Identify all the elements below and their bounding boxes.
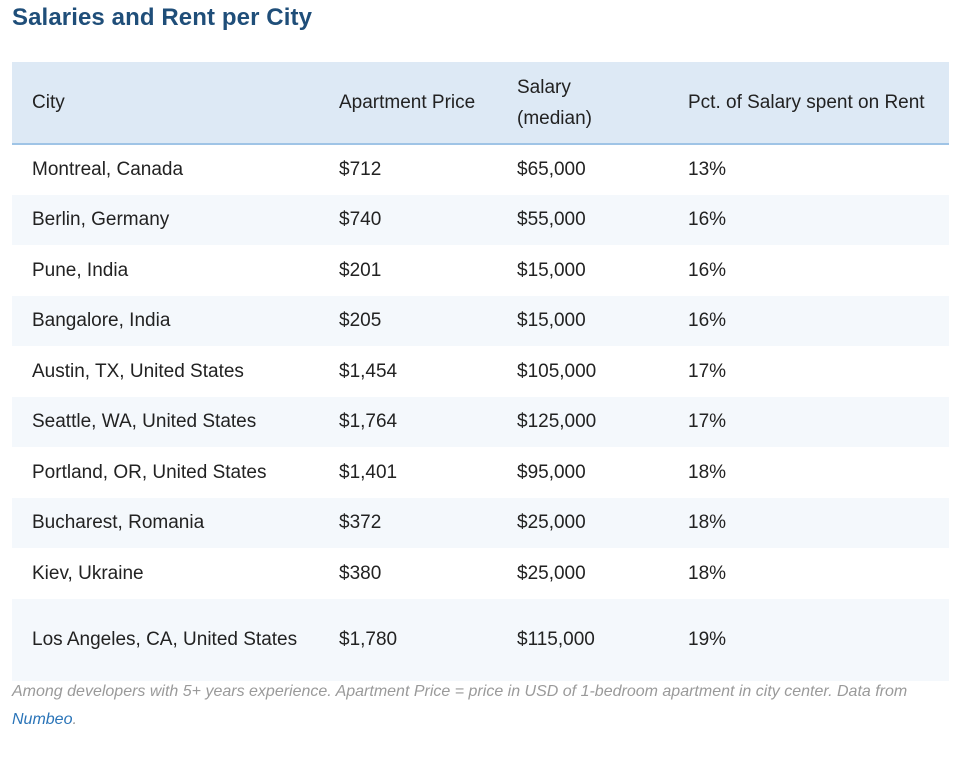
cell-price: $1,454 xyxy=(339,360,398,382)
cell-pct: 16% xyxy=(688,209,727,231)
cell-price: $201 xyxy=(339,259,382,281)
table-row: Berlin, Germany $740 $55,000 16% xyxy=(12,194,949,245)
table-header-row: City Apartment Price Salary (median) Pct… xyxy=(12,62,949,144)
table-row: Kiev, Ukraine $380 $25,000 18% xyxy=(12,548,949,599)
cell-price: $1,764 xyxy=(339,411,398,433)
cell-salary: $65,000 xyxy=(517,159,586,181)
cell-price: $1,780 xyxy=(339,629,398,650)
numbeo-link[interactable]: Numbeo xyxy=(12,711,73,728)
table-row: Portland, OR, United States $1,401 $95,0… xyxy=(12,447,949,498)
page-title: Salaries and Rent per City xyxy=(12,4,313,31)
cell-pct: 13% xyxy=(688,159,727,181)
cell-pct: 18% xyxy=(688,512,727,534)
cell-price: $740 xyxy=(339,209,382,231)
footnote-text: Among developers with 5+ years experienc… xyxy=(12,683,908,700)
cell-city: Los Angeles, CA, United States xyxy=(32,629,298,650)
cell-pct: 19% xyxy=(688,629,727,650)
cell-price: $372 xyxy=(339,512,382,534)
cell-city: Bucharest, Romania xyxy=(32,512,205,534)
cell-salary: $15,000 xyxy=(517,259,586,281)
table-row: Bangalore, India $205 $15,000 16% xyxy=(12,295,949,346)
table-body: Montreal, Canada $712 $65,000 13% Berlin… xyxy=(12,144,949,681)
table-row: Los Angeles, CA, United States $1,780 $1… xyxy=(12,598,949,681)
table-row: Austin, TX, United States $1,454 $105,00… xyxy=(12,346,949,397)
cell-pct: 16% xyxy=(688,310,727,332)
cell-city: Portland, OR, United States xyxy=(32,461,267,483)
cell-pct: 17% xyxy=(688,411,727,433)
cell-salary: $95,000 xyxy=(517,461,586,483)
cell-salary: $105,000 xyxy=(517,360,597,382)
cell-price: $1,401 xyxy=(339,461,398,483)
salary-rent-table-container: City Apartment Price Salary (median) Pct… xyxy=(12,62,949,681)
header-pct-salary: Pct. of Salary spent on Rent xyxy=(688,92,925,113)
cell-salary: $55,000 xyxy=(517,209,586,231)
cell-city: Kiev, Ukraine xyxy=(32,562,144,584)
header-apartment-price: Apartment Price xyxy=(339,92,476,113)
cell-city: Berlin, Germany xyxy=(32,209,170,231)
footnote-end: . xyxy=(72,711,77,728)
cell-price: $205 xyxy=(339,310,382,332)
cell-pct: 18% xyxy=(688,562,727,584)
cell-salary: $25,000 xyxy=(517,562,586,584)
salary-rent-table: City Apartment Price Salary (median) Pct… xyxy=(12,62,949,681)
table-row: Montreal, Canada $712 $65,000 13% xyxy=(12,144,949,195)
cell-salary: $125,000 xyxy=(517,411,597,433)
cell-city: Seattle, WA, United States xyxy=(32,411,257,433)
cell-salary: $15,000 xyxy=(517,310,586,332)
cell-price: $712 xyxy=(339,159,382,181)
table-header: City Apartment Price Salary (median) Pct… xyxy=(12,62,949,144)
cell-price: $380 xyxy=(339,562,382,584)
header-salary: Salary (median) xyxy=(517,76,592,129)
table-footnote: Among developers with 5+ years experienc… xyxy=(12,678,952,734)
cell-pct: 17% xyxy=(688,360,727,382)
cell-city: Bangalore, India xyxy=(32,310,171,332)
cell-salary: $25,000 xyxy=(517,512,586,534)
header-city: City xyxy=(32,92,65,113)
table-row: Pune, India $201 $15,000 16% xyxy=(12,245,949,296)
cell-pct: 16% xyxy=(688,259,727,281)
cell-city: Pune, India xyxy=(32,259,129,281)
cell-city: Montreal, Canada xyxy=(32,159,184,181)
cell-pct: 18% xyxy=(688,461,727,483)
cell-salary: $115,000 xyxy=(517,629,595,650)
table-row: Seattle, WA, United States $1,764 $125,0… xyxy=(12,396,949,447)
table-row: Bucharest, Romania $372 $25,000 18% xyxy=(12,497,949,548)
cell-city: Austin, TX, United States xyxy=(32,360,244,382)
